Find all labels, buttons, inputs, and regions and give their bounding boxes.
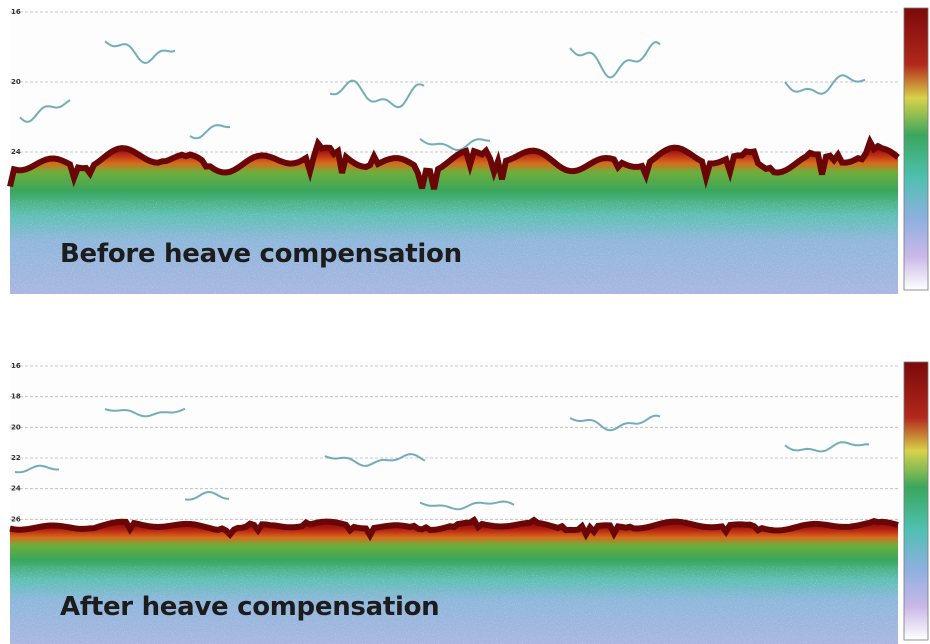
fish-trace (569, 41, 661, 79)
fish-trace (419, 500, 515, 511)
colorbar (903, 361, 929, 641)
echogram-panel-after: 16182022242628303234After heave compensa… (9, 361, 929, 644)
depth-label: 16 (11, 362, 21, 370)
depth-label: 24 (11, 485, 21, 493)
seabed-line (7, 134, 900, 190)
fish-trace (104, 407, 186, 418)
fish-trace (784, 74, 866, 95)
fish-trace (189, 124, 231, 140)
fish-trace (184, 490, 229, 501)
fish-trace (104, 40, 176, 65)
fish-trace (329, 79, 425, 109)
colorbar (903, 7, 929, 291)
depth-label: 22 (11, 454, 21, 462)
noise-overlay (10, 200, 898, 294)
depth-label: 20 (11, 423, 21, 431)
echogram-panel-before: 1620242832Before heave compensation (7, 7, 929, 296)
fish-trace (784, 441, 870, 453)
fish-trace (419, 138, 490, 152)
depth-label: 24 (11, 148, 21, 156)
depth-label: 26 (11, 515, 21, 523)
fish-trace (14, 464, 59, 474)
panel-label: After heave compensation (60, 592, 439, 622)
panel-label: Before heave compensation (60, 239, 462, 269)
fish-trace (324, 453, 426, 467)
depth-label: 18 (11, 393, 21, 401)
seabed-line (9, 515, 899, 542)
depth-label: 16 (11, 8, 21, 16)
fish-trace (569, 414, 661, 432)
noise-overlay (10, 566, 898, 644)
depth-label: 20 (11, 78, 21, 86)
fish-trace (19, 99, 71, 123)
